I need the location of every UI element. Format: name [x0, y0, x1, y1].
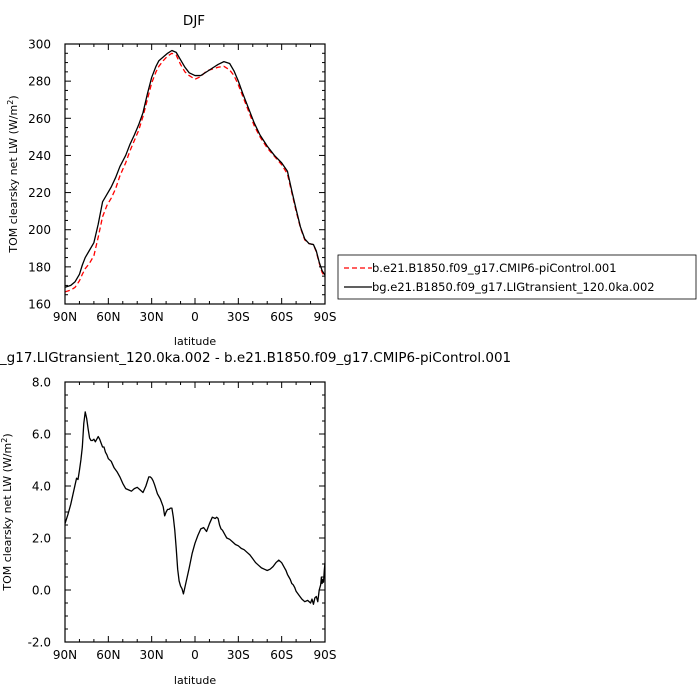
bottom-x-tick-label-6: 90S	[314, 648, 337, 662]
top-chart-title: DJF	[183, 13, 205, 29]
bottom-x-axis-label: latitude	[174, 674, 216, 687]
bottom-x-tick-label-1: 60N	[96, 648, 120, 662]
bottom-y-axis-label-sup: 2	[0, 438, 9, 443]
bottom-y-tick-label-1: 0.0	[32, 584, 51, 598]
bottom-y-tick-label-2: 2.0	[32, 532, 51, 546]
bottom-y-axis-label-main: TOM clearsky net LW (W/m	[1, 443, 14, 592]
top-y-tick-label-5: 260	[28, 112, 51, 126]
bottom-x-tick-label-3: 0	[191, 648, 199, 662]
legend-label-1: bg.e21.B1850.f09_g17.LIGtransient_120.0k…	[372, 280, 655, 294]
top-x-tick-label-6: 90S	[314, 310, 337, 324]
top-series-line-1	[65, 49, 325, 288]
top-x-tick-label-3: 0	[191, 310, 199, 324]
bottom-y-tick-label-0: -2.0	[28, 636, 51, 650]
top-y-tick-label-2: 200	[28, 223, 51, 237]
top-x-tick-label-1: 60N	[96, 310, 120, 324]
legend: b.e21.B1850.f09_g17.CMIP6-piControl.001 …	[337, 254, 697, 300]
top-x-tick-label-4: 30S	[227, 310, 250, 324]
top-y-axis-label-main: TOM clearsky net LW (W/m	[7, 105, 20, 254]
top-series-layer	[65, 49, 325, 293]
top-y-axis-label-sup: 2	[6, 100, 15, 105]
bottom-x-tick-label-2: 30N	[140, 648, 164, 662]
top-plot-frame	[64, 43, 326, 305]
bottom-chart-title: bg.e21.B1850.f09_g17.LIGtransient_120.0k…	[0, 350, 511, 366]
top-x-tick-label-2: 30N	[140, 310, 164, 324]
top-y-axis-label: TOM clearsky net LW (W/m2)	[6, 95, 20, 253]
bottom-y-axis-label-close: )	[1, 433, 14, 437]
bottom-panel: bg.e21.B1850.f09_g17.LIGtransient_120.0k…	[0, 350, 511, 687]
bottom-y-tick-label-3: 4.0	[32, 480, 51, 494]
legend-label-0: b.e21.B1850.f09_g17.CMIP6-piControl.001	[372, 261, 617, 275]
legend-box	[337, 254, 697, 300]
bottom-ticks-layer: 90N 60N 30N 0 30S 60S 90S -2.0 0.0 2.0 4.0 6.0 8.0	[28, 376, 337, 663]
top-x-tick-label-0: 90N	[53, 310, 77, 324]
top-y-tick-label-3: 220	[28, 186, 51, 200]
bottom-y-tick-label-5: 8.0	[32, 376, 51, 390]
bottom-series-layer	[65, 411, 325, 605]
bottom-x-tick-label-4: 30S	[227, 648, 250, 662]
bottom-x-tick-label-5: 60S	[270, 648, 293, 662]
top-y-axis-label-close: )	[7, 95, 20, 99]
top-y-tick-label-7: 300	[28, 38, 51, 52]
top-x-axis-label: latitude	[174, 335, 216, 348]
bottom-y-tick-label-4: 6.0	[32, 428, 51, 442]
bottom-y-axis-label: TOM clearsky net LW (W/m2)	[0, 433, 14, 591]
top-panel: DJF 90N 60N 30N 0 30S 60S 90S 160 180 200 220 240 26…	[6, 13, 336, 348]
bottom-series-line-0	[65, 411, 325, 605]
top-y-tick-label-0: 160	[28, 298, 51, 312]
top-y-tick-label-1: 180	[28, 260, 51, 274]
top-y-tick-label-6: 280	[28, 75, 51, 89]
top-series-line-0	[65, 52, 325, 293]
top-y-tick-label-4: 240	[28, 149, 51, 163]
top-ticks-layer: 90N 60N 30N 0 30S 60S 90S 160 180 200 220 240 260 280…	[28, 38, 336, 325]
bottom-plot-frame	[64, 381, 326, 643]
top-x-tick-label-5: 60S	[270, 310, 293, 324]
bottom-x-tick-label-0: 90N	[53, 648, 77, 662]
